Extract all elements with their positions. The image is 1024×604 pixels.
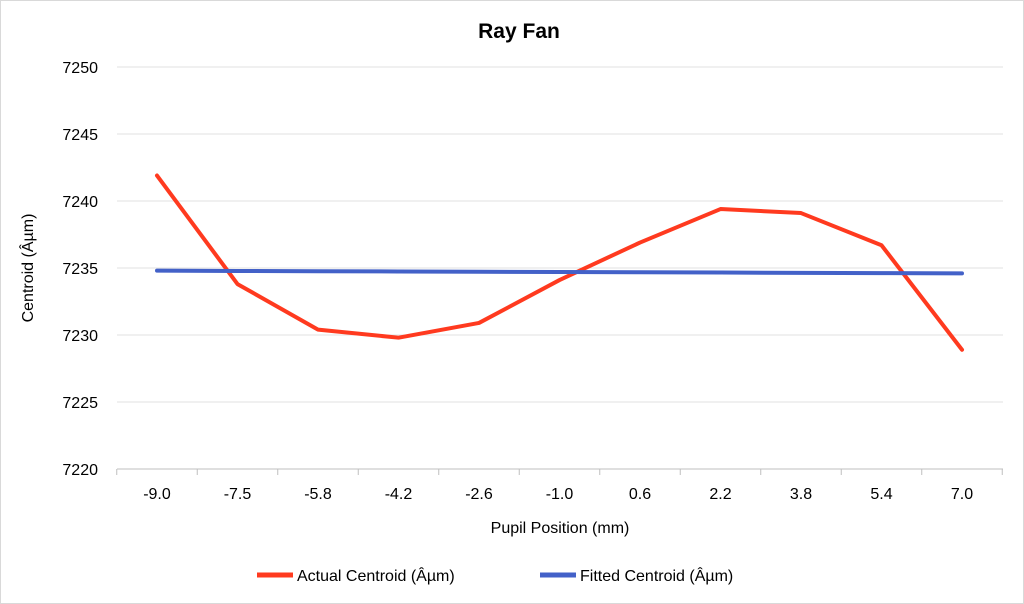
y-tick-label: 7220 <box>62 462 98 479</box>
x-tick-label: -4.2 <box>385 486 413 503</box>
x-tick-label: 7.0 <box>951 486 973 503</box>
x-tick-label: -1.0 <box>546 486 574 503</box>
x-tick-label: 0.6 <box>629 486 651 503</box>
legend: Actual Centroid (Âµm) Fitted Centroid (Â… <box>257 566 733 585</box>
y-axis-label: Centroid (Âµm) <box>18 214 37 323</box>
x-tick-label: -7.5 <box>224 486 252 503</box>
legend-label-actual: Actual Centroid (Âµm) <box>297 566 455 585</box>
x-tick-label: -5.8 <box>304 486 332 503</box>
y-tick-label: 7225 <box>62 395 98 412</box>
x-tick-label: -9.0 <box>143 486 171 503</box>
legend-label-fitted: Fitted Centroid (Âµm) <box>580 566 733 585</box>
x-tick-label: 5.4 <box>870 486 892 503</box>
x-axis-label: Pupil Position (mm) <box>491 520 630 537</box>
y-tick-label: 7250 <box>62 60 98 77</box>
x-tick-label: 2.2 <box>709 486 731 503</box>
series-line-actual <box>155 173 964 352</box>
y-tick-label: 7230 <box>62 328 98 345</box>
x-tick-label: 3.8 <box>790 486 812 503</box>
y-tick-label: 7240 <box>62 194 98 211</box>
series-line-fitted <box>155 268 964 276</box>
y-tick-label: 7235 <box>62 261 98 278</box>
y-tick-label: 7245 <box>62 127 98 144</box>
chart-title: Ray Fan <box>478 20 560 43</box>
x-tick-label: -2.6 <box>465 486 493 503</box>
